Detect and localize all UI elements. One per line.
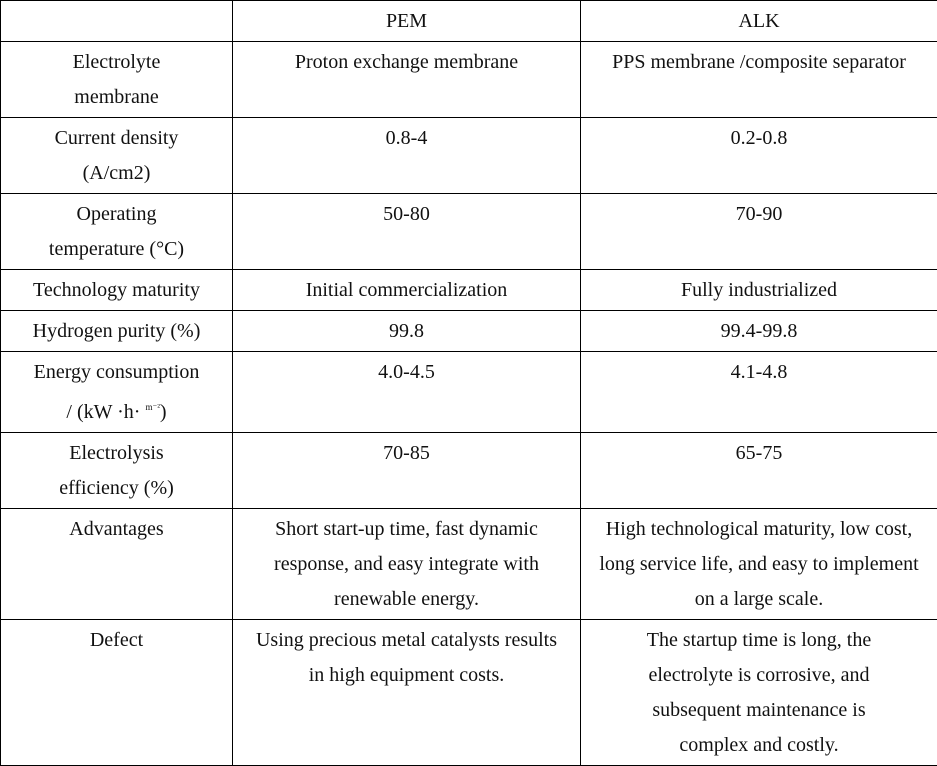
- alk-cell: 99.4-99.8: [581, 311, 937, 352]
- row-label: Defect: [1, 620, 233, 766]
- pem-cell: Short start-up time, fast dynamic respon…: [233, 509, 581, 620]
- header-row: PEM ALK: [1, 1, 937, 42]
- unit-text: / (kW ·h·: [66, 401, 145, 423]
- row-label-main: Energy consumption: [7, 355, 226, 390]
- pem-cell: 50-80: [233, 194, 581, 270]
- pem-cell: 99.8: [233, 311, 581, 352]
- pem-cell: Proton exchange membrane: [233, 42, 581, 118]
- alk-cell: 65-75: [581, 433, 937, 509]
- alk-cell: High technological maturity, low cost, l…: [581, 509, 937, 620]
- pem-cell: 0.8-4: [233, 118, 581, 194]
- alk-cell: Fully industrialized: [581, 270, 937, 311]
- header-cell-pem: PEM: [233, 1, 581, 42]
- table-row: Energy consumption / (kW ·h· m⁻²) 4.0-4.…: [1, 352, 937, 433]
- row-label: Technology maturity: [1, 270, 233, 311]
- table-row: Hydrogen purity (%) 99.8 99.4-99.8: [1, 311, 937, 352]
- alk-cell: PPS membrane /composite separator: [581, 42, 937, 118]
- row-label: Energy consumption / (kW ·h· m⁻²): [1, 352, 233, 433]
- table-row: Current density (A/cm2) 0.8-4 0.2-0.8: [1, 118, 937, 194]
- alk-cell: The startup time is long, the electrolyt…: [581, 620, 937, 766]
- table-row: Advantages Short start-up time, fast dyn…: [1, 509, 937, 620]
- alk-cell: 4.1-4.8: [581, 352, 937, 433]
- table-row: Electrolyte membrane Proton exchange mem…: [1, 42, 937, 118]
- alk-cell: 0.2-0.8: [581, 118, 937, 194]
- row-label: Hydrogen purity (%): [1, 311, 233, 352]
- table-row: Electrolysis efficiency (%) 70-85 65-75: [1, 433, 937, 509]
- table-row: Defect Using precious metal catalysts re…: [1, 620, 937, 766]
- row-label: Operating temperature (°C): [1, 194, 233, 270]
- table-row: Technology maturity Initial commercializ…: [1, 270, 937, 311]
- row-label: Current density (A/cm2): [1, 118, 233, 194]
- header-cell-alk: ALK: [581, 1, 937, 42]
- pem-cell: 70-85: [233, 433, 581, 509]
- row-label: Electrolysis efficiency (%): [1, 433, 233, 509]
- pem-cell: 4.0-4.5: [233, 352, 581, 433]
- pem-cell: Initial commercialization: [233, 270, 581, 311]
- unit-sup: m⁻²: [145, 402, 159, 412]
- row-label-unit: / (kW ·h· m⁻²): [7, 390, 226, 430]
- row-label: Advantages: [1, 509, 233, 620]
- row-label: Electrolyte membrane: [1, 42, 233, 118]
- unit-end: ): [160, 401, 167, 423]
- table-row: Operating temperature (°C) 50-80 70-90: [1, 194, 937, 270]
- alk-cell: 70-90: [581, 194, 937, 270]
- pem-cell: Using precious metal catalysts results i…: [233, 620, 581, 766]
- header-cell-empty: [1, 1, 233, 42]
